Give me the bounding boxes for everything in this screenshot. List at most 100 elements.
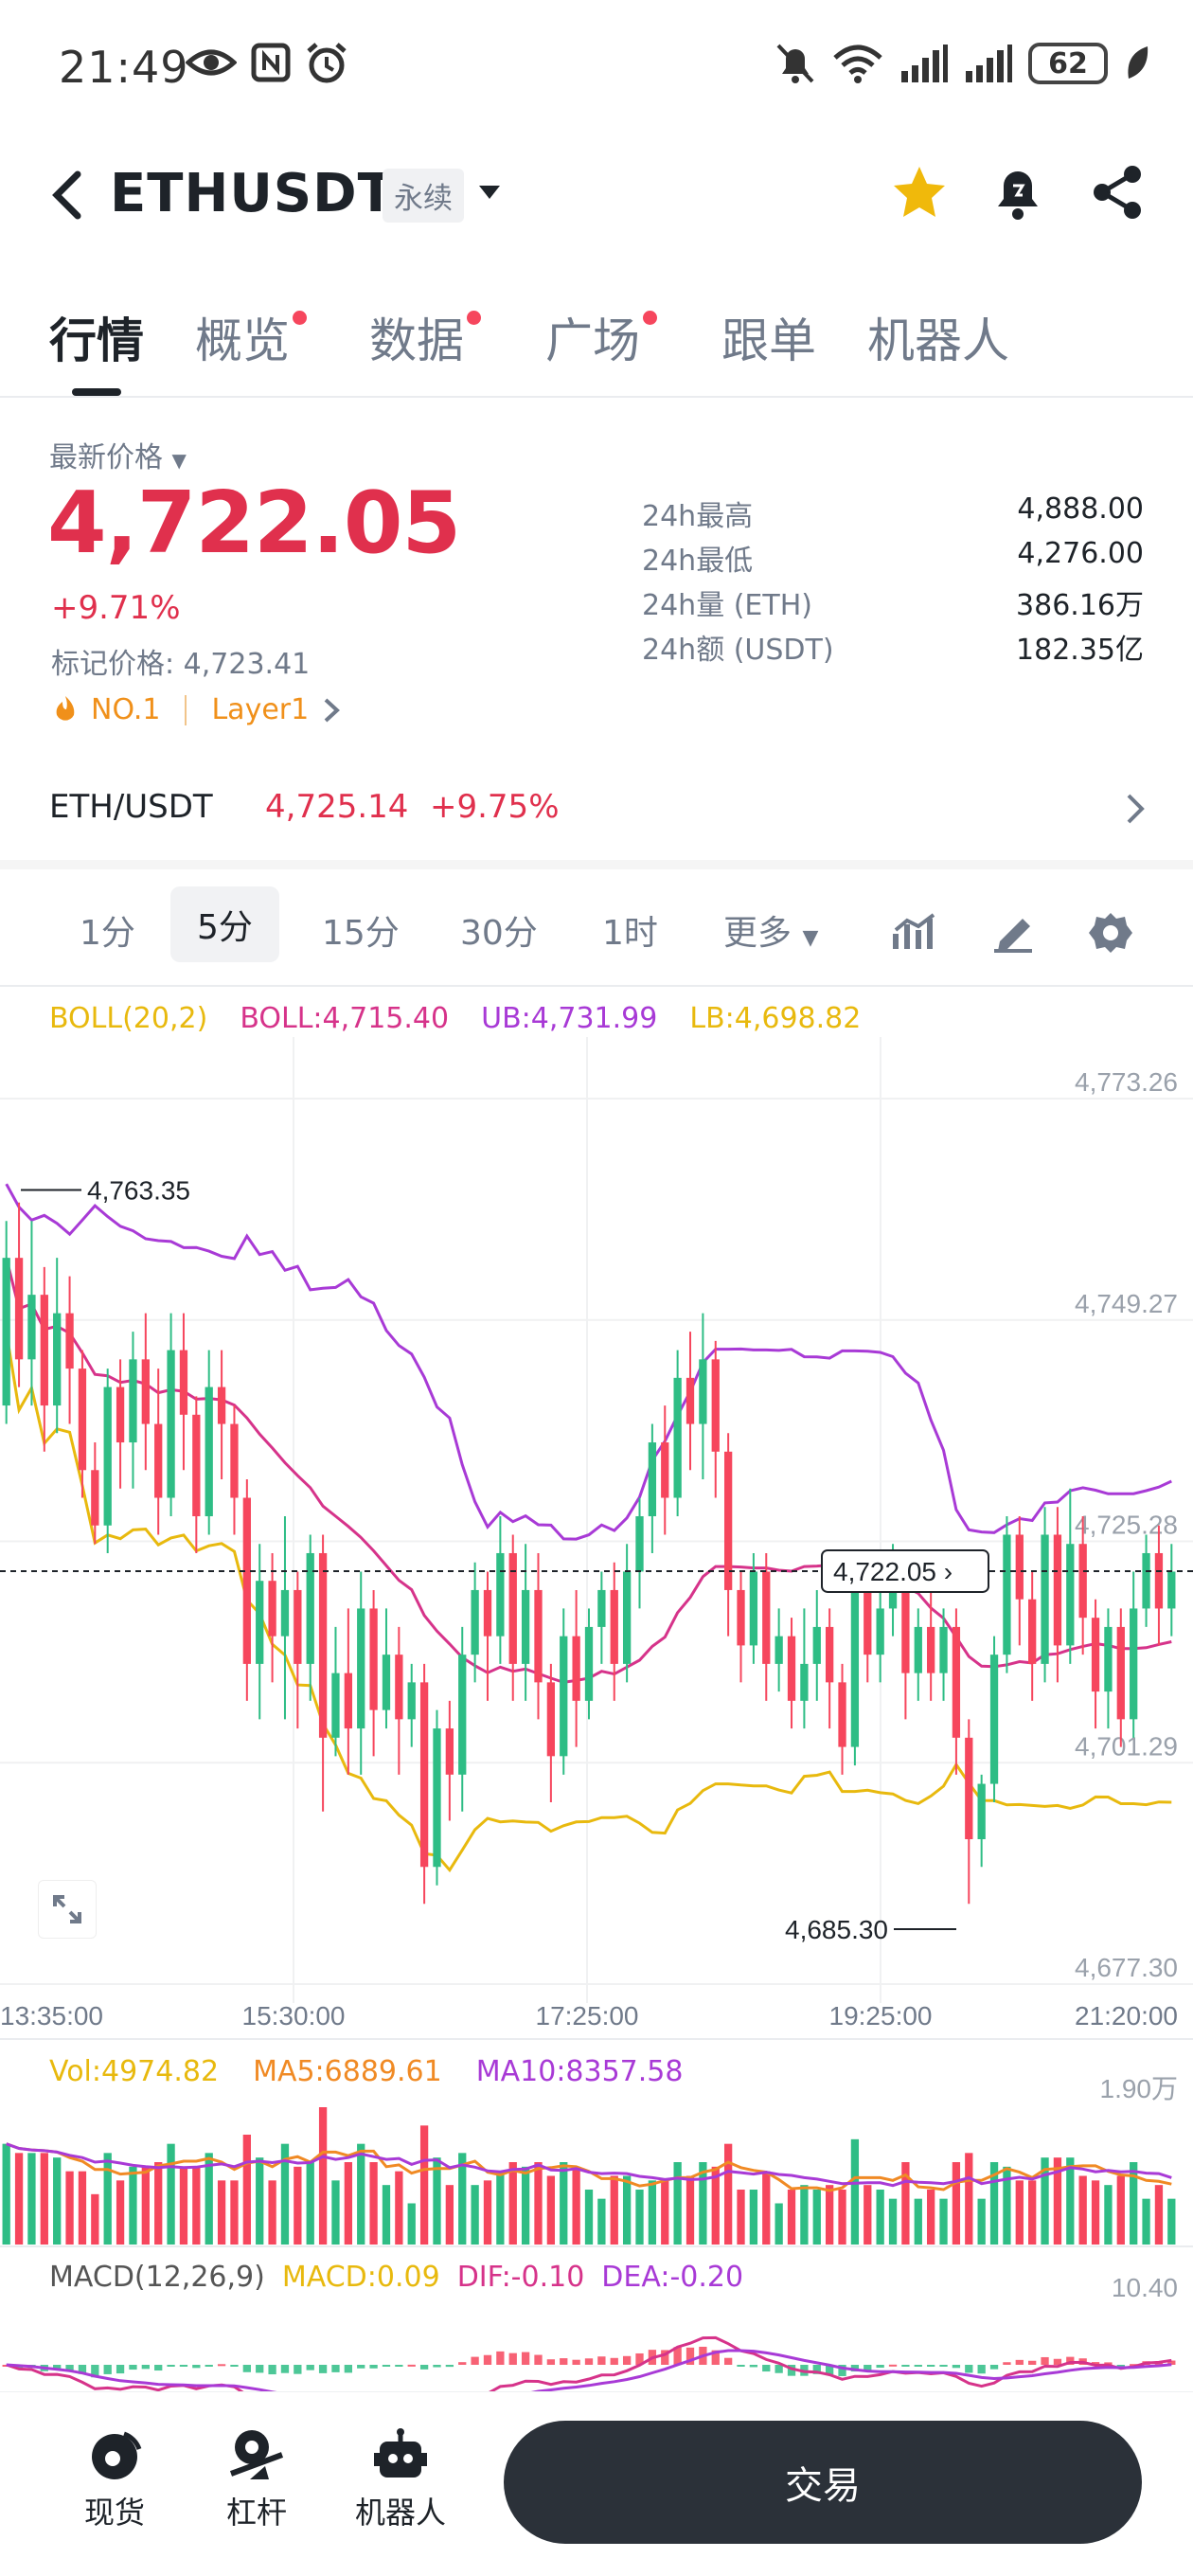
interval-5m[interactable]: 5分 [170,886,279,962]
volume-bar [1154,2185,1164,2245]
candle-body [635,1515,644,1572]
macd-hist-bar [103,2365,112,2374]
volume-bar [433,2157,441,2245]
volume-bar [496,2171,505,2245]
macd-hist-bar [318,2365,328,2373]
candle-body [989,1655,999,1784]
candle-body [737,1589,745,1646]
macd-hist-bar [256,2365,264,2373]
candle-body [521,1589,530,1664]
spot-button[interactable]: 现货 [53,2421,176,2532]
volume-ma10-line [6,2142,1172,2188]
macd-hist-bar [129,2365,137,2370]
volume-bar [154,2162,163,2245]
volume-bar [762,2171,771,2245]
caret-down-icon[interactable] [477,184,502,201]
volume-bar [306,2162,314,2245]
candle-body [1167,1571,1176,1609]
candle-body [965,1737,973,1840]
share-icon[interactable] [1091,163,1146,222]
settings-gear-icon[interactable] [1089,911,1132,955]
candle-body [534,1589,543,1683]
trade-button[interactable]: 交易 [504,2421,1142,2544]
price-chart[interactable]: 4,773.26 4,749.27 4,725.28 4,701.29 4,677.30… [0,1037,1193,2391]
volume-bar [914,2198,922,2245]
last-price: 4,722.05 [47,474,461,573]
y-axis-tick: 4,701.29 [1075,1731,1178,1761]
ma5-value: MA5:6889.61 [253,2055,442,2088]
candle-body [661,1442,669,1498]
volume-bar [318,2107,328,2245]
volume-bar [775,2203,783,2245]
volume-max-label: 1.90万 [1100,2074,1179,2103]
star-icon[interactable] [890,163,949,222]
macd-hist-bar [560,2358,568,2365]
tab-label: 数据 [369,313,464,368]
macd-hist-bar [242,2365,251,2372]
price-alert-icon[interactable] [992,163,1043,222]
volume-bar [344,2162,352,2245]
macd-hist-bar [65,2365,74,2371]
high-price-label: 4,763.35 [87,1176,190,1206]
volume-bar [723,2143,733,2245]
candle-body [65,1313,74,1369]
volume-bar [939,2198,948,2245]
tab-data[interactable]: 数据 [369,303,481,371]
volume-bar [91,2193,99,2245]
interval-30m[interactable]: 30分 [460,914,538,953]
volume-bar [1167,2198,1176,2245]
macd-hist-bar [458,2362,467,2365]
macd-hist-bar [762,2365,771,2372]
macd-hist-bar [1053,2358,1062,2365]
macd-hist-bar [419,2365,429,2370]
indicator-icon[interactable] [892,911,937,953]
volume-bar [1041,2157,1049,2245]
volume-bar [952,2162,961,2245]
tab-copy-trading[interactable]: 跟单 [721,303,816,371]
macd-hist-bar [395,2365,403,2367]
draw-tool-icon[interactable] [990,911,1036,953]
back-arrow-icon[interactable] [49,169,87,222]
candle-body [787,1636,796,1701]
macd-hist-bar [723,2357,733,2365]
last-price-label[interactable]: 最新价格 ▼ [49,441,187,474]
volume-bar [27,2153,36,2245]
pair-name: ETH/USDT [49,788,213,826]
candle-body [826,1626,834,1683]
tab-market[interactable]: 行情 [49,303,144,371]
macd-hist-bar [812,2365,821,2374]
candle-body [344,1673,352,1729]
bots-button[interactable]: 机器人 [339,2421,462,2532]
stat-row: 24h最低 4,276.00 [642,537,1144,578]
candle-body [230,1423,239,1498]
candle-body [458,1655,467,1775]
symbol-title[interactable]: ETHUSDT [110,163,395,224]
spot-pair-row[interactable]: ETH/USDT 4,725.14 +9.75% [49,788,1148,835]
tab-label: 跟单 [721,313,816,368]
leaf-icon [1128,46,1148,79]
macd-hist-bar [471,2356,479,2365]
y-axis-tick: 4,749.27 [1075,1289,1178,1318]
margin-button[interactable]: 杠杆 [195,2421,318,2532]
price-change: +9.71% [51,589,181,627]
volume-bar [205,2153,213,2245]
volume-bar [1078,2175,1087,2245]
contract-tag[interactable]: 永续 [383,169,464,223]
dif-value: DIF:-0.10 [456,2261,585,2294]
tab-square[interactable]: 广场 [545,303,657,371]
tab-overview[interactable]: 概览 [195,303,307,371]
candle-body [306,1552,314,1664]
y-axis-tick: 4,773.26 [1075,1067,1178,1097]
rank-badges[interactable]: NO.1 Layer1 [51,693,343,726]
volume-bar [597,2198,606,2245]
interval-more[interactable]: 更多 ▼ [723,914,819,953]
interval-bar: 1分 5分 15分 30分 1时 更多 ▼ [0,883,1193,987]
interval-1m[interactable]: 1分 [80,914,135,953]
tab-bots[interactable]: 机器人 [867,303,1009,371]
interval-15m[interactable]: 15分 [322,914,400,953]
macd-hist-bar [280,2365,290,2373]
volume-bar [407,2203,416,2245]
y-axis-tick: 4,725.28 [1075,1511,1178,1540]
interval-1h[interactable]: 1时 [602,914,658,953]
expand-chart-button[interactable] [38,1880,97,1939]
